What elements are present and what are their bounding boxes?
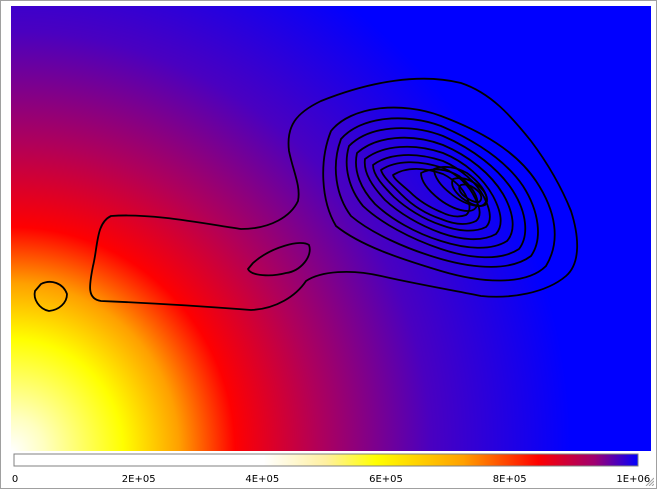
colorbar-tick-label: 2E+05 (122, 474, 156, 485)
contour-inner-6 (372, 154, 491, 232)
colorbar-tick-label: 0 (12, 474, 18, 485)
contour-inner-3 (345, 127, 527, 259)
contour-inner-2 (334, 117, 539, 268)
contour-inner-5 (363, 145, 502, 241)
contour-inner-4 (355, 136, 514, 249)
colorbar-ticks: 0 2E+05 4E+05 6E+05 8E+05 1E+06 (12, 474, 650, 485)
contour-island (247, 242, 311, 277)
contour-lines (33, 77, 579, 312)
colorbar-bar (13, 453, 639, 467)
contour-left-loop (33, 281, 68, 312)
contour-inner-1 (322, 106, 556, 282)
contour-inner-10 (433, 166, 488, 208)
contour-inner-9 (420, 168, 479, 212)
contour-peak-2 (458, 183, 483, 204)
colorbar-tick-label: 8E+05 (493, 474, 527, 485)
contour-inner-7 (380, 161, 481, 225)
heatmap-field (11, 6, 651, 451)
colorbar-tick-label: 6E+05 (369, 474, 403, 485)
contour-inner-8 (392, 167, 471, 218)
colorbar-tick-label: 1E+06 (616, 474, 650, 485)
contour-outer (89, 77, 579, 311)
contour-peak-1 (451, 177, 488, 207)
colorbar-tick-label: 4E+05 (245, 474, 279, 485)
resize-grip-icon[interactable] (644, 476, 654, 486)
